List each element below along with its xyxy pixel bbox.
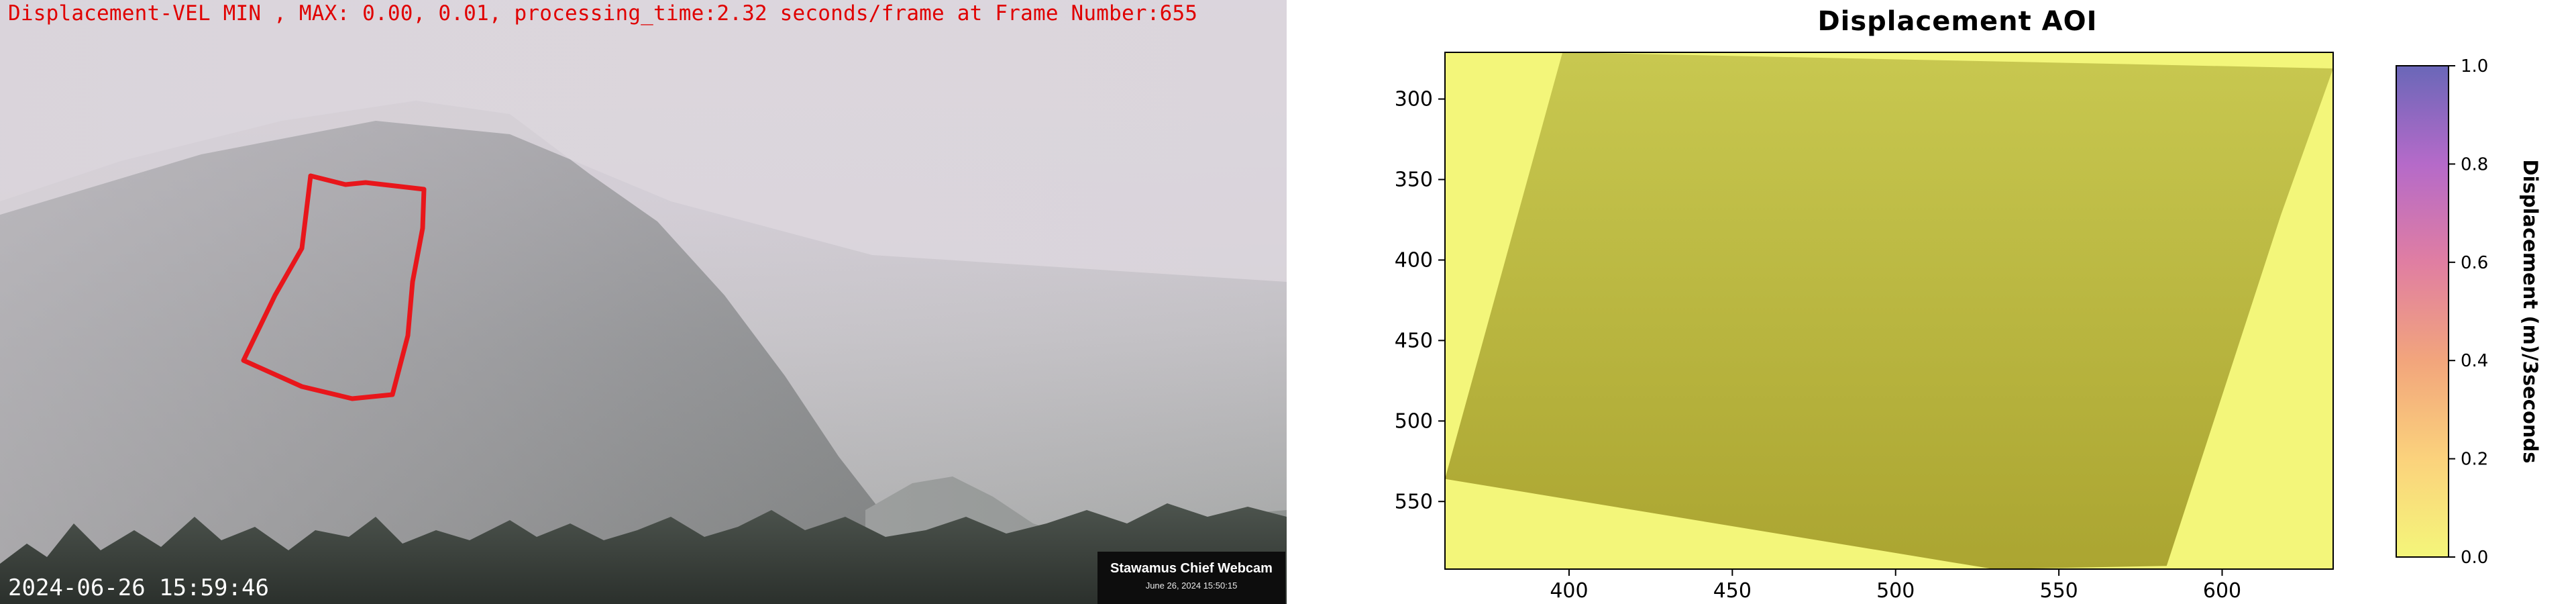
x-axis: 400 450 500 550 600 bbox=[1550, 569, 2241, 603]
colorbar-tick-label: 0.8 bbox=[2461, 154, 2488, 174]
processing-overlay-text: Displacement-VEL MIN , MAX: 0.00, 0.01, … bbox=[8, 1, 1198, 26]
y-tick-label: 450 bbox=[1395, 329, 1433, 352]
y-axis: 300 350 400 450 500 550 bbox=[1395, 88, 1445, 513]
y-tick-label: 350 bbox=[1395, 168, 1433, 192]
plot-frame bbox=[1444, 52, 2334, 570]
colorbar-ticks: 0.0 0.2 0.4 0.6 0.8 1.0 bbox=[2449, 56, 2488, 568]
colorbar-tick-label: 1.0 bbox=[2461, 56, 2488, 77]
webcam-badge-date: June 26, 2024 15:50:15 bbox=[1145, 581, 1238, 591]
webcam-scene bbox=[0, 0, 1287, 604]
colorbar-tick-label: 0.4 bbox=[2461, 351, 2488, 371]
y-tick-label: 500 bbox=[1395, 409, 1433, 433]
displacement-chart: Displacement AOI 400 450 500 550 600 300 350 4… bbox=[1287, 0, 2576, 604]
x-tick-label: 550 bbox=[2039, 579, 2078, 603]
colorbar-tick-label: 0.6 bbox=[2461, 253, 2488, 273]
colorbar: 0.0 0.2 0.4 0.6 0.8 1.0 Displacement (m)/3sec… bbox=[2396, 56, 2542, 568]
webcam-frame: Displacement-VEL MIN , MAX: 0.00, 0.01, … bbox=[0, 0, 1287, 604]
x-tick-label: 450 bbox=[1713, 579, 1752, 603]
chart-svg: Displacement AOI 400 450 500 550 600 3003504… bbox=[1395, 6, 2542, 603]
colorbar-label: Displacement (m)/3seconds bbox=[2519, 159, 2542, 463]
chart-title: Displacement AOI bbox=[1817, 6, 2097, 37]
y-tick-label: 550 bbox=[1395, 490, 1433, 513]
tree-line bbox=[0, 503, 1287, 604]
plot-area: 400 450 500 550 600 300 350 400 450 500 550 bbox=[1395, 52, 2334, 603]
aoi-polygon bbox=[241, 173, 427, 401]
colorbar-gradient bbox=[2396, 65, 2449, 558]
frame-timestamp: 2024-06-26 15:59:46 bbox=[8, 574, 269, 601]
x-tick-label: 400 bbox=[1550, 579, 1588, 603]
x-tick-label: 500 bbox=[1876, 579, 1915, 603]
webcam-badge-title: Stawamus Chief Webcam bbox=[1110, 561, 1273, 576]
webcam-badge: Stawamus Chief Webcam June 26, 2024 15:5… bbox=[1097, 552, 1285, 604]
colorbar-tick-label: 0.0 bbox=[2461, 548, 2488, 568]
y-tick-label: 300 bbox=[1395, 88, 1433, 111]
colorbar-tick-label: 0.2 bbox=[2461, 450, 2488, 470]
aoi-heatmap-region bbox=[1445, 52, 2333, 569]
y-tick-label: 400 bbox=[1395, 248, 1433, 272]
x-tick-label: 600 bbox=[2203, 579, 2241, 603]
